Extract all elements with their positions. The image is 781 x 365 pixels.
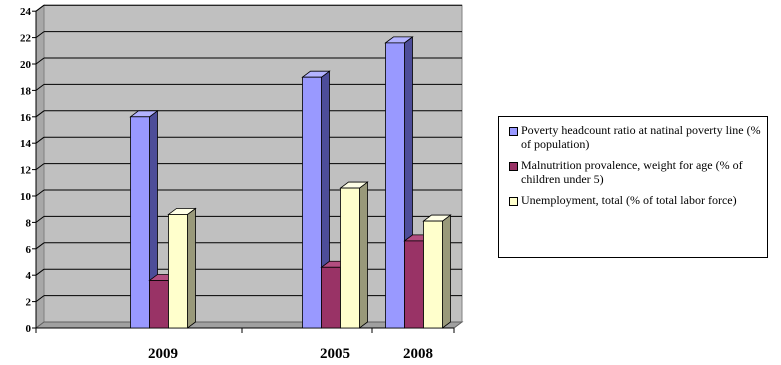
y-tick-label: 12 xyxy=(20,165,32,177)
legend-swatch xyxy=(509,127,518,136)
gridline-side xyxy=(35,84,45,91)
y-tick-label: 4 xyxy=(26,270,32,282)
bar xyxy=(321,266,341,329)
gridline-side xyxy=(35,215,45,223)
bar-side xyxy=(359,181,368,329)
y-tick-label: 6 xyxy=(26,244,32,256)
bar xyxy=(385,42,405,329)
bar-side xyxy=(187,207,196,329)
bar xyxy=(168,214,188,329)
gridline-side xyxy=(35,136,45,144)
legend-label: Malnutrition provalence, weight for age … xyxy=(521,158,743,186)
y-tick-label: 14 xyxy=(20,138,32,150)
legend-label: Unemployment, total (% of total labor fo… xyxy=(521,193,737,207)
bar xyxy=(302,76,322,329)
bar-side xyxy=(442,214,451,329)
bar xyxy=(340,187,360,329)
y-tick-label: 2 xyxy=(26,297,32,309)
bar xyxy=(404,240,424,329)
legend-label: Poverty headcount ratio at natinal pover… xyxy=(521,123,761,151)
gridline-side xyxy=(35,242,45,250)
y-tick-label: 22 xyxy=(20,33,32,45)
gridline-side xyxy=(35,57,45,65)
legend-item: Unemployment, total (% of total labor fo… xyxy=(509,193,763,207)
legend-swatch xyxy=(509,197,518,206)
x-category-label: 2005 xyxy=(320,346,350,362)
bar xyxy=(149,280,169,329)
y-tick-label: 0 xyxy=(26,323,32,335)
gridline-side xyxy=(35,295,45,303)
gridline-side xyxy=(35,31,45,38)
y-tick-label: 8 xyxy=(26,217,32,229)
x-category-label: 2009 xyxy=(148,346,178,362)
gridline-side xyxy=(35,110,45,118)
bar xyxy=(130,116,150,329)
legend: Poverty headcount ratio at natinal pover… xyxy=(498,116,768,258)
bar xyxy=(423,220,443,329)
y-tick-label: 16 xyxy=(20,112,32,124)
legend-item: Malnutrition provalence, weight for age … xyxy=(509,158,763,186)
y-tick-label: 10 xyxy=(20,191,32,203)
gridline-side xyxy=(35,4,45,12)
y-tick-label: 18 xyxy=(20,85,32,97)
legend-item: Poverty headcount ratio at natinal pover… xyxy=(509,123,763,151)
gridline-side xyxy=(35,268,45,276)
y-tick-label: 24 xyxy=(20,6,32,18)
gridline-side xyxy=(35,163,45,171)
y-tick-label: 20 xyxy=(20,59,32,71)
x-category-label: 2008 xyxy=(403,346,433,362)
legend-swatch xyxy=(509,162,518,171)
gridline-side xyxy=(35,189,45,197)
